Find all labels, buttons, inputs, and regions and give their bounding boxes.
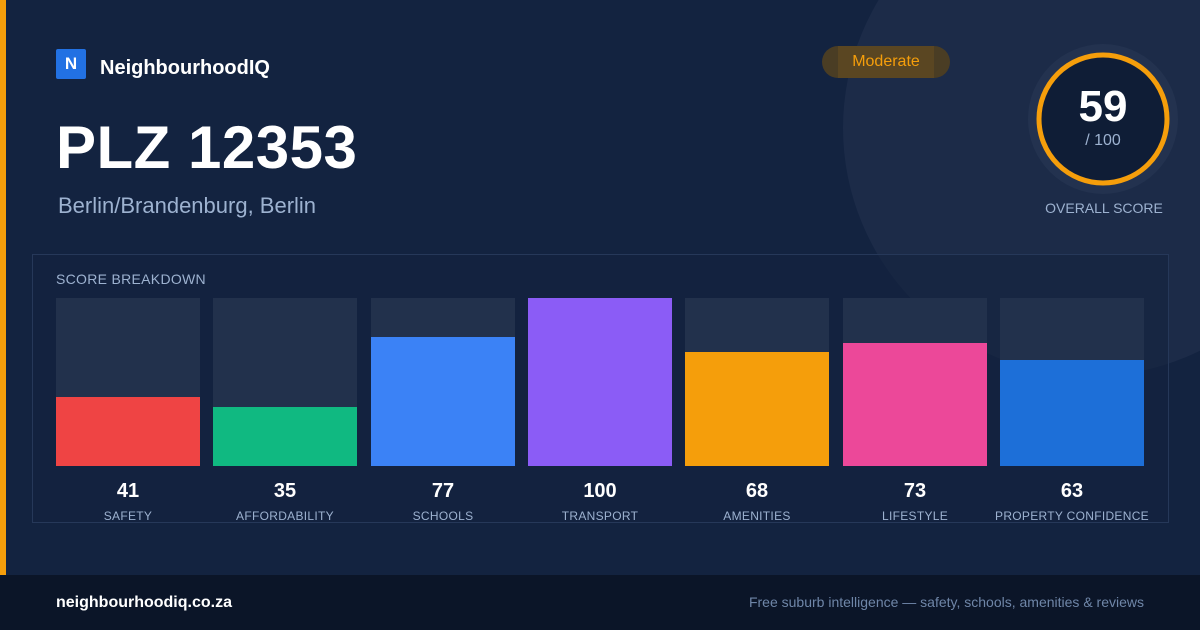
page-title: PLZ 12353 — [56, 114, 358, 181]
bar-column: 100 TRANSPORT — [528, 298, 672, 528]
bar-fill — [1000, 360, 1144, 466]
score-bar-chart: 41 SAFETY 35 AFFORDABILITY 77 SCHOOLS 100 TRANS… — [56, 298, 1149, 528]
overall-score-caption: OVERALL SCORE — [1045, 200, 1163, 216]
bar-category-label: AMENITIES — [723, 509, 791, 523]
bar-track — [56, 298, 200, 466]
bar-column: 35 AFFORDABILITY — [213, 298, 357, 528]
bar-column: 68 AMENITIES — [685, 298, 829, 528]
bar-category-label: SCHOOLS — [412, 509, 474, 523]
bar-category-label: TRANSPORT — [561, 509, 639, 523]
footer-tagline: Free suburb intelligence — safety, schoo… — [748, 594, 1144, 610]
footer: neighbourhoodiq.co.za Free suburb intell… — [0, 575, 1200, 630]
bar-value-label: 73 — [903, 480, 927, 502]
bar-fill — [528, 298, 672, 466]
bar-column: 77 SCHOOLS — [371, 298, 515, 528]
bar-value-label: 41 — [116, 480, 140, 502]
location-subtitle: Berlin/Brandenburg, Berlin — [58, 193, 317, 218]
overall-score-value: 59 — [1078, 82, 1128, 131]
bar-track — [213, 298, 357, 466]
brand[interactable]: N NeighbourhoodIQ — [56, 47, 270, 80]
bar-value-label: 35 — [273, 480, 297, 502]
bar-column: 41 SAFETY — [56, 298, 200, 528]
score-breakdown-title: SCORE BREAKDOWN — [56, 271, 206, 287]
score-ring-icon — [1028, 44, 1178, 194]
bar-fill — [685, 352, 829, 466]
bar-value-label: 63 — [1060, 480, 1084, 502]
bar-track — [685, 298, 829, 466]
bar-value-label: 100 — [583, 480, 617, 502]
bar-column: 63 PROPERTY CONFIDENCE — [995, 298, 1149, 528]
overall-score-max: / 100 — [1085, 132, 1121, 149]
rating-badge-label: Moderate — [852, 53, 920, 70]
bar-category-label: AFFORDABILITY — [236, 509, 334, 523]
bar-fill — [213, 407, 357, 466]
bar-value-label: 68 — [745, 480, 769, 502]
bar-track — [371, 298, 515, 466]
brand-name: NeighbourhoodIQ — [100, 57, 270, 79]
bar-fill — [371, 337, 515, 466]
bar-category-label: LIFESTYLE — [881, 509, 949, 523]
brand-logo-icon: N — [56, 48, 86, 79]
bar-track — [528, 298, 672, 466]
bar-column: 73 LIFESTYLE — [843, 298, 987, 528]
bar-track — [843, 298, 987, 466]
accent-bar — [0, 0, 6, 575]
bar-category-label: SAFETY — [103, 509, 153, 523]
bar-category-label: PROPERTY CONFIDENCE — [995, 509, 1149, 523]
bar-fill — [843, 343, 987, 466]
bar-fill — [56, 397, 200, 466]
footer-url-link[interactable]: neighbourhoodiq.co.za — [56, 594, 232, 611]
rating-badge: Moderate — [822, 46, 950, 78]
bar-value-label: 77 — [431, 480, 455, 502]
bar-track — [1000, 298, 1144, 466]
overall-score-ring: 59 / 100 — [1028, 44, 1178, 194]
